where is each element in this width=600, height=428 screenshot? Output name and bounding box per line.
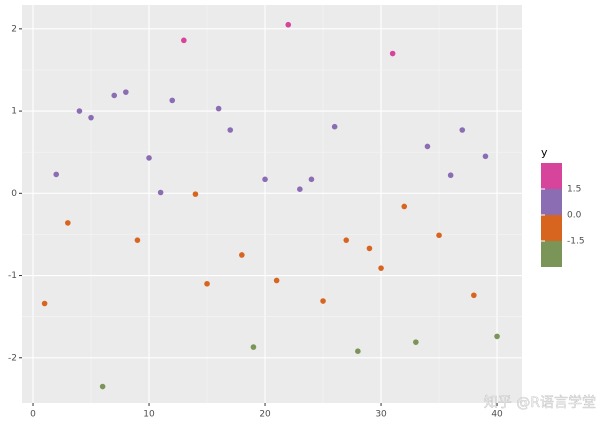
point: [297, 186, 303, 192]
y-tick-label: 2: [11, 24, 17, 34]
point: [111, 92, 118, 99]
point: [482, 153, 489, 160]
y-tick-label: -2: [8, 353, 17, 363]
point: [366, 245, 373, 252]
point: [169, 97, 176, 104]
point: [215, 105, 222, 112]
point: [157, 189, 164, 196]
y-tick-label: -1: [8, 271, 17, 281]
point: [76, 108, 83, 114]
legend-swatch: [541, 215, 562, 241]
x-tick-label: 0: [30, 410, 36, 420]
point: [424, 143, 431, 150]
point: [88, 114, 94, 121]
point: [447, 172, 454, 179]
legend-label: 0.0: [567, 211, 582, 221]
point: [401, 203, 408, 210]
point: [41, 300, 48, 307]
point: [436, 232, 442, 239]
point: [204, 280, 210, 287]
watermark: 知乎 @R语言学堂: [484, 394, 596, 411]
y-tick-label: 0: [11, 189, 17, 199]
point: [134, 237, 141, 243]
legend-title: y: [541, 146, 548, 159]
point: [494, 333, 500, 340]
x-tick-label: 40: [491, 410, 503, 420]
point: [389, 50, 396, 57]
x-tick-label: 10: [143, 410, 155, 420]
y-tick-label: 1: [11, 107, 17, 117]
point: [123, 89, 129, 95]
point: [227, 127, 234, 133]
point: [459, 127, 466, 133]
point: [250, 344, 257, 350]
point: [355, 348, 361, 354]
point: [262, 176, 268, 183]
point: [413, 339, 419, 345]
point: [53, 171, 60, 178]
point: [192, 191, 199, 197]
point: [65, 220, 71, 226]
point: [471, 292, 477, 299]
point: [308, 176, 315, 183]
legend-swatch: [541, 189, 562, 215]
x-tick-label: 20: [259, 410, 271, 420]
point: [99, 383, 106, 390]
legend-swatch: [541, 163, 562, 189]
x-tick-label: 30: [375, 410, 387, 420]
point: [181, 37, 187, 44]
panel: [22, 5, 522, 403]
point: [146, 155, 152, 161]
legend-label: 1.5: [567, 185, 581, 195]
point: [331, 123, 338, 130]
point: [239, 252, 245, 258]
point: [378, 265, 384, 271]
legend-label: -1.5: [567, 237, 585, 247]
point: [320, 298, 326, 304]
point: [343, 237, 350, 243]
point: [273, 277, 280, 284]
legend-swatch: [541, 241, 562, 267]
marks: [41, 21, 500, 390]
point: [285, 21, 292, 28]
